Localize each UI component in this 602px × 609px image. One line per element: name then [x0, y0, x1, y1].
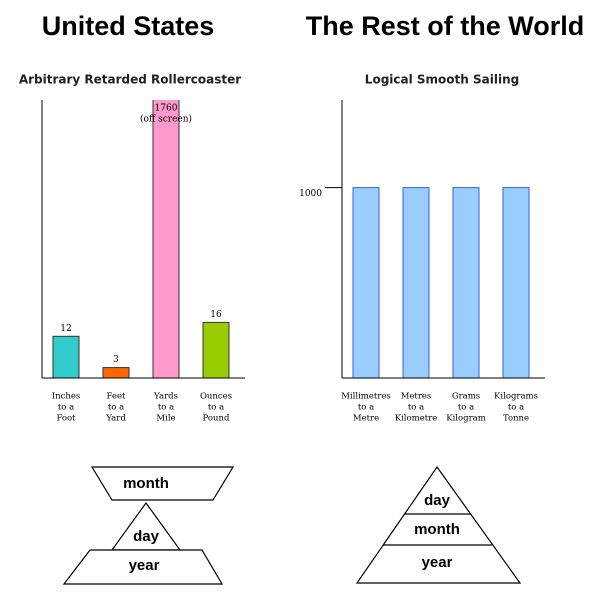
x-tick-label: to a: [158, 403, 174, 413]
x-tick-label: Millimetres: [341, 392, 391, 402]
pyramid-label: day: [424, 492, 451, 509]
bar: [402, 187, 430, 379]
pyramid-label: month: [123, 475, 169, 492]
pyramid-label: year: [129, 557, 160, 574]
bar: [52, 335, 80, 379]
x-tick-label: to a: [408, 403, 424, 413]
x-tick-label: Kilometre: [395, 414, 438, 424]
pyramid-label: year: [422, 554, 453, 571]
pyramid-label: day: [133, 528, 160, 545]
annotation: (off screen): [140, 114, 192, 125]
pyramid-label: month: [414, 521, 460, 538]
x-tick-label: Mile: [156, 414, 175, 424]
x-tick-label: Yards: [153, 392, 178, 402]
x-tick-label: Tonne: [503, 414, 529, 424]
heading: The Rest of the World: [306, 11, 585, 41]
x-tick-label: Ounces: [200, 392, 232, 402]
value-label: 12: [60, 324, 71, 334]
value-label: 1760: [155, 104, 178, 114]
chart-title: Logical Smooth Sailing: [365, 73, 519, 87]
x-tick-label: to a: [358, 403, 374, 413]
bar: [452, 187, 480, 379]
bar: [202, 321, 230, 379]
x-tick-label: to a: [58, 403, 74, 413]
x-tick-label: Kilogram: [446, 414, 486, 424]
x-tick-label: to a: [508, 403, 524, 413]
bar: [502, 187, 530, 379]
x-tick-label: to a: [108, 403, 124, 413]
x-tick-label: Foot: [56, 414, 76, 424]
x-tick-label: Metres: [401, 392, 432, 402]
pyramid-tier: [90, 466, 235, 501]
x-tick-label: Kilograms: [494, 392, 538, 402]
y-tick-label: 1000: [299, 189, 322, 199]
plot: [352, 187, 530, 379]
x-tick-label: Inches: [52, 392, 80, 402]
value-label: 16: [210, 310, 222, 320]
x-tick-label: Pound: [203, 414, 230, 424]
plot: [52, 100, 230, 379]
bar: [352, 187, 380, 379]
heading: United States: [42, 11, 215, 41]
x-tick-label: to a: [458, 403, 474, 413]
x-tick-label: to a: [208, 403, 224, 413]
x-tick-label: Metre: [353, 414, 379, 424]
value-label: 3: [113, 355, 119, 365]
x-tick-label: Feet: [107, 392, 126, 402]
pyramid: [355, 465, 522, 584]
pyramid-tier: [62, 549, 224, 585]
bar: [152, 100, 180, 379]
x-tick-label: Yard: [105, 414, 126, 424]
bar: [102, 367, 130, 379]
x-tick-label: Grams: [452, 392, 480, 402]
chart-title: Arbitrary Retarded Rollercoaster: [19, 73, 241, 87]
